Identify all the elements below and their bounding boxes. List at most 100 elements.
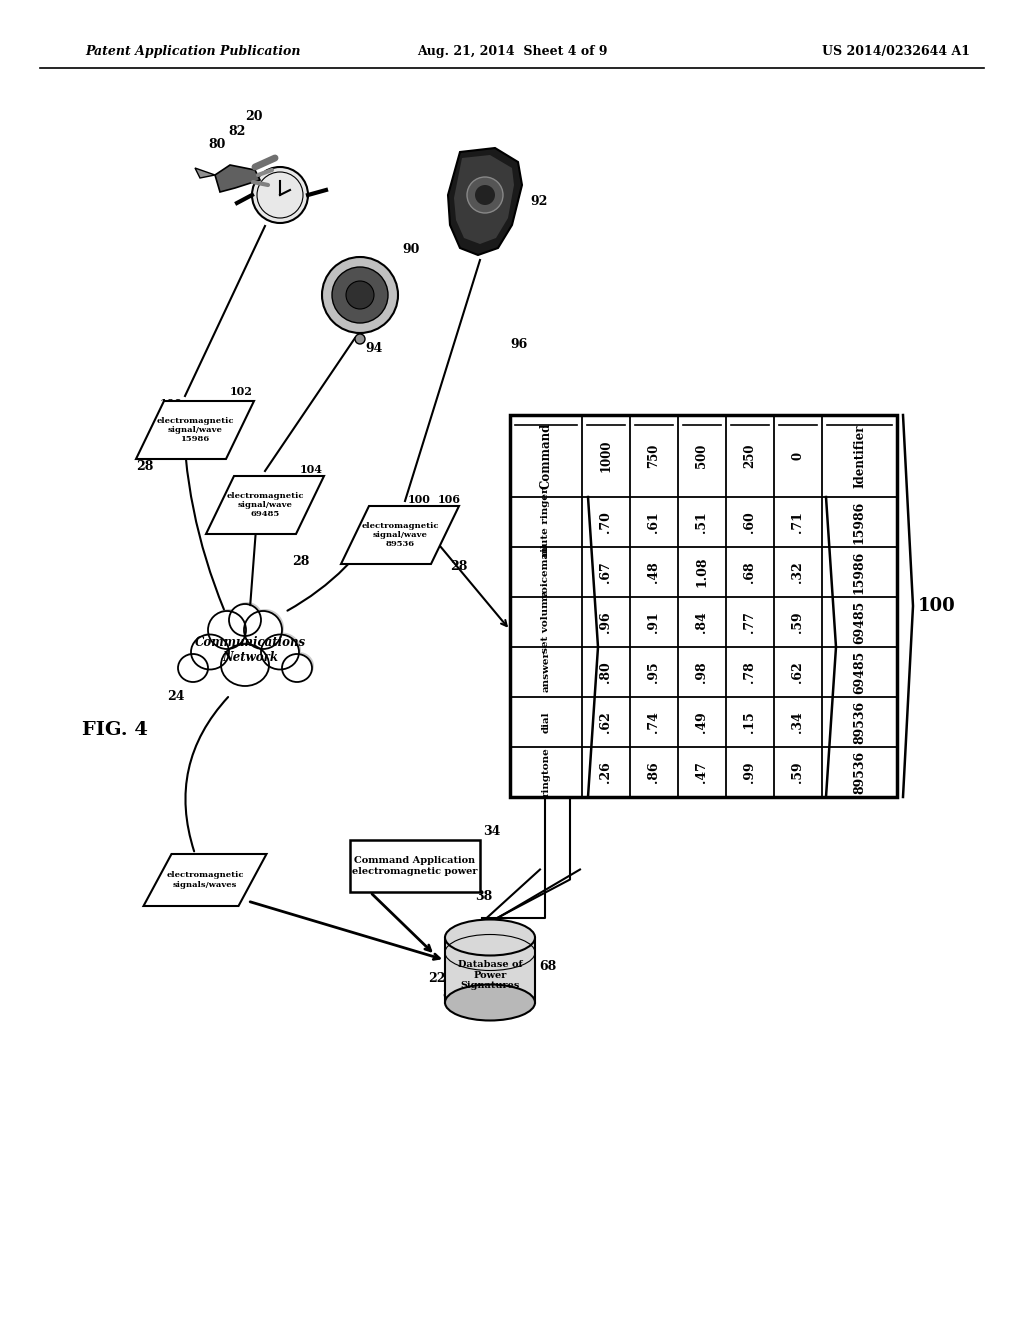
- Text: .78: .78: [743, 661, 757, 682]
- Circle shape: [475, 185, 495, 205]
- Text: 28: 28: [136, 459, 154, 473]
- Text: 22: 22: [428, 972, 445, 985]
- Circle shape: [467, 177, 503, 213]
- Text: 80: 80: [208, 139, 225, 150]
- Text: .74: .74: [647, 711, 660, 733]
- Text: mute ringer: mute ringer: [542, 487, 551, 557]
- Ellipse shape: [221, 644, 269, 686]
- Text: .62: .62: [599, 711, 612, 733]
- Text: Patent Application Publication: Patent Application Publication: [85, 45, 300, 58]
- Text: 0: 0: [792, 451, 805, 461]
- Text: 96: 96: [510, 338, 527, 351]
- Text: .91: .91: [647, 611, 660, 632]
- Text: 89536: 89536: [853, 701, 866, 743]
- Ellipse shape: [231, 602, 263, 634]
- Text: 38: 38: [841, 638, 866, 656]
- Text: 34: 34: [483, 825, 501, 838]
- FancyBboxPatch shape: [510, 414, 897, 797]
- Text: Identifier: Identifier: [853, 424, 866, 488]
- Text: 28: 28: [450, 560, 467, 573]
- Circle shape: [355, 334, 365, 345]
- Text: .59: .59: [792, 762, 805, 783]
- Text: .77: .77: [743, 611, 757, 632]
- Text: Command Application
electromagnetic power: Command Application electromagnetic powe…: [352, 857, 478, 875]
- Text: FIG. 4: FIG. 4: [82, 721, 147, 739]
- Text: 100: 100: [160, 399, 183, 409]
- Ellipse shape: [244, 611, 282, 649]
- Text: 500: 500: [695, 444, 709, 469]
- Text: .70: .70: [599, 511, 612, 533]
- Polygon shape: [449, 148, 522, 255]
- Text: answer: answer: [542, 652, 551, 693]
- Text: 102: 102: [230, 385, 253, 397]
- Text: 750: 750: [647, 444, 660, 469]
- Text: .34: .34: [792, 711, 805, 733]
- Ellipse shape: [282, 653, 312, 682]
- Text: .80: .80: [599, 661, 612, 682]
- Text: 100: 100: [408, 494, 431, 506]
- Text: .49: .49: [695, 711, 709, 733]
- Text: Communications
Network: Communications Network: [195, 636, 305, 664]
- Text: US 2014/0232644 A1: US 2014/0232644 A1: [822, 45, 970, 58]
- Text: Database of
Power
Signatures: Database of Power Signatures: [458, 960, 522, 990]
- Text: dial: dial: [542, 711, 551, 733]
- Text: .32: .32: [792, 561, 805, 583]
- Text: 69485: 69485: [853, 601, 866, 644]
- Text: ringtone: ringtone: [542, 747, 551, 797]
- Text: 44: 44: [603, 638, 628, 656]
- Text: 250: 250: [743, 444, 757, 469]
- Polygon shape: [215, 165, 260, 191]
- Text: 69485: 69485: [853, 651, 866, 693]
- Ellipse shape: [445, 985, 535, 1020]
- Polygon shape: [195, 168, 215, 178]
- Text: .48: .48: [647, 561, 660, 583]
- Circle shape: [322, 257, 398, 333]
- Text: electromagnetic
signal/wave
15986: electromagnetic signal/wave 15986: [157, 417, 233, 444]
- Text: .99: .99: [743, 762, 757, 783]
- Text: 84: 84: [442, 987, 460, 1001]
- Text: 100: 100: [233, 477, 256, 487]
- FancyBboxPatch shape: [445, 937, 535, 1002]
- Text: .71: .71: [792, 511, 805, 533]
- Text: set volume: set volume: [542, 590, 551, 653]
- Text: 20: 20: [245, 110, 262, 123]
- Circle shape: [346, 281, 374, 309]
- Ellipse shape: [246, 609, 284, 647]
- Text: 28: 28: [163, 891, 180, 904]
- Text: 68: 68: [539, 960, 556, 973]
- Text: electromagnetic
signal/wave
89536: electromagnetic signal/wave 89536: [361, 521, 438, 548]
- Ellipse shape: [223, 642, 271, 684]
- Text: 94: 94: [365, 342, 382, 355]
- Text: electromagnetic
signals/waves: electromagnetic signals/waves: [166, 871, 244, 888]
- Text: 82: 82: [228, 125, 246, 139]
- Text: 15986: 15986: [853, 550, 866, 594]
- Text: 1.08: 1.08: [695, 557, 709, 587]
- Text: .60: .60: [743, 511, 757, 533]
- Text: 89536: 89536: [853, 751, 866, 793]
- Ellipse shape: [284, 652, 314, 680]
- Text: voicemail: voicemail: [542, 545, 551, 599]
- Text: electromagnetic
signal/wave
69485: electromagnetic signal/wave 69485: [226, 492, 304, 519]
- Text: .95: .95: [647, 661, 660, 682]
- Polygon shape: [136, 401, 254, 459]
- Text: 100: 100: [918, 597, 955, 615]
- Text: 106: 106: [438, 494, 461, 506]
- Ellipse shape: [180, 652, 210, 680]
- Text: 24: 24: [167, 690, 184, 704]
- Text: .68: .68: [743, 561, 757, 583]
- Circle shape: [332, 267, 388, 323]
- Text: .59: .59: [792, 611, 805, 632]
- Ellipse shape: [178, 653, 208, 682]
- Ellipse shape: [210, 609, 248, 647]
- Text: .86: .86: [647, 762, 660, 783]
- Text: .96: .96: [599, 611, 612, 632]
- Text: .61: .61: [647, 511, 660, 533]
- Text: Aug. 21, 2014  Sheet 4 of 9: Aug. 21, 2014 Sheet 4 of 9: [417, 45, 607, 58]
- Polygon shape: [206, 477, 324, 535]
- Polygon shape: [143, 854, 266, 906]
- Circle shape: [252, 168, 308, 223]
- Text: 1000: 1000: [599, 440, 612, 473]
- Text: .67: .67: [599, 561, 612, 583]
- Ellipse shape: [191, 635, 229, 669]
- Text: 92: 92: [530, 195, 548, 209]
